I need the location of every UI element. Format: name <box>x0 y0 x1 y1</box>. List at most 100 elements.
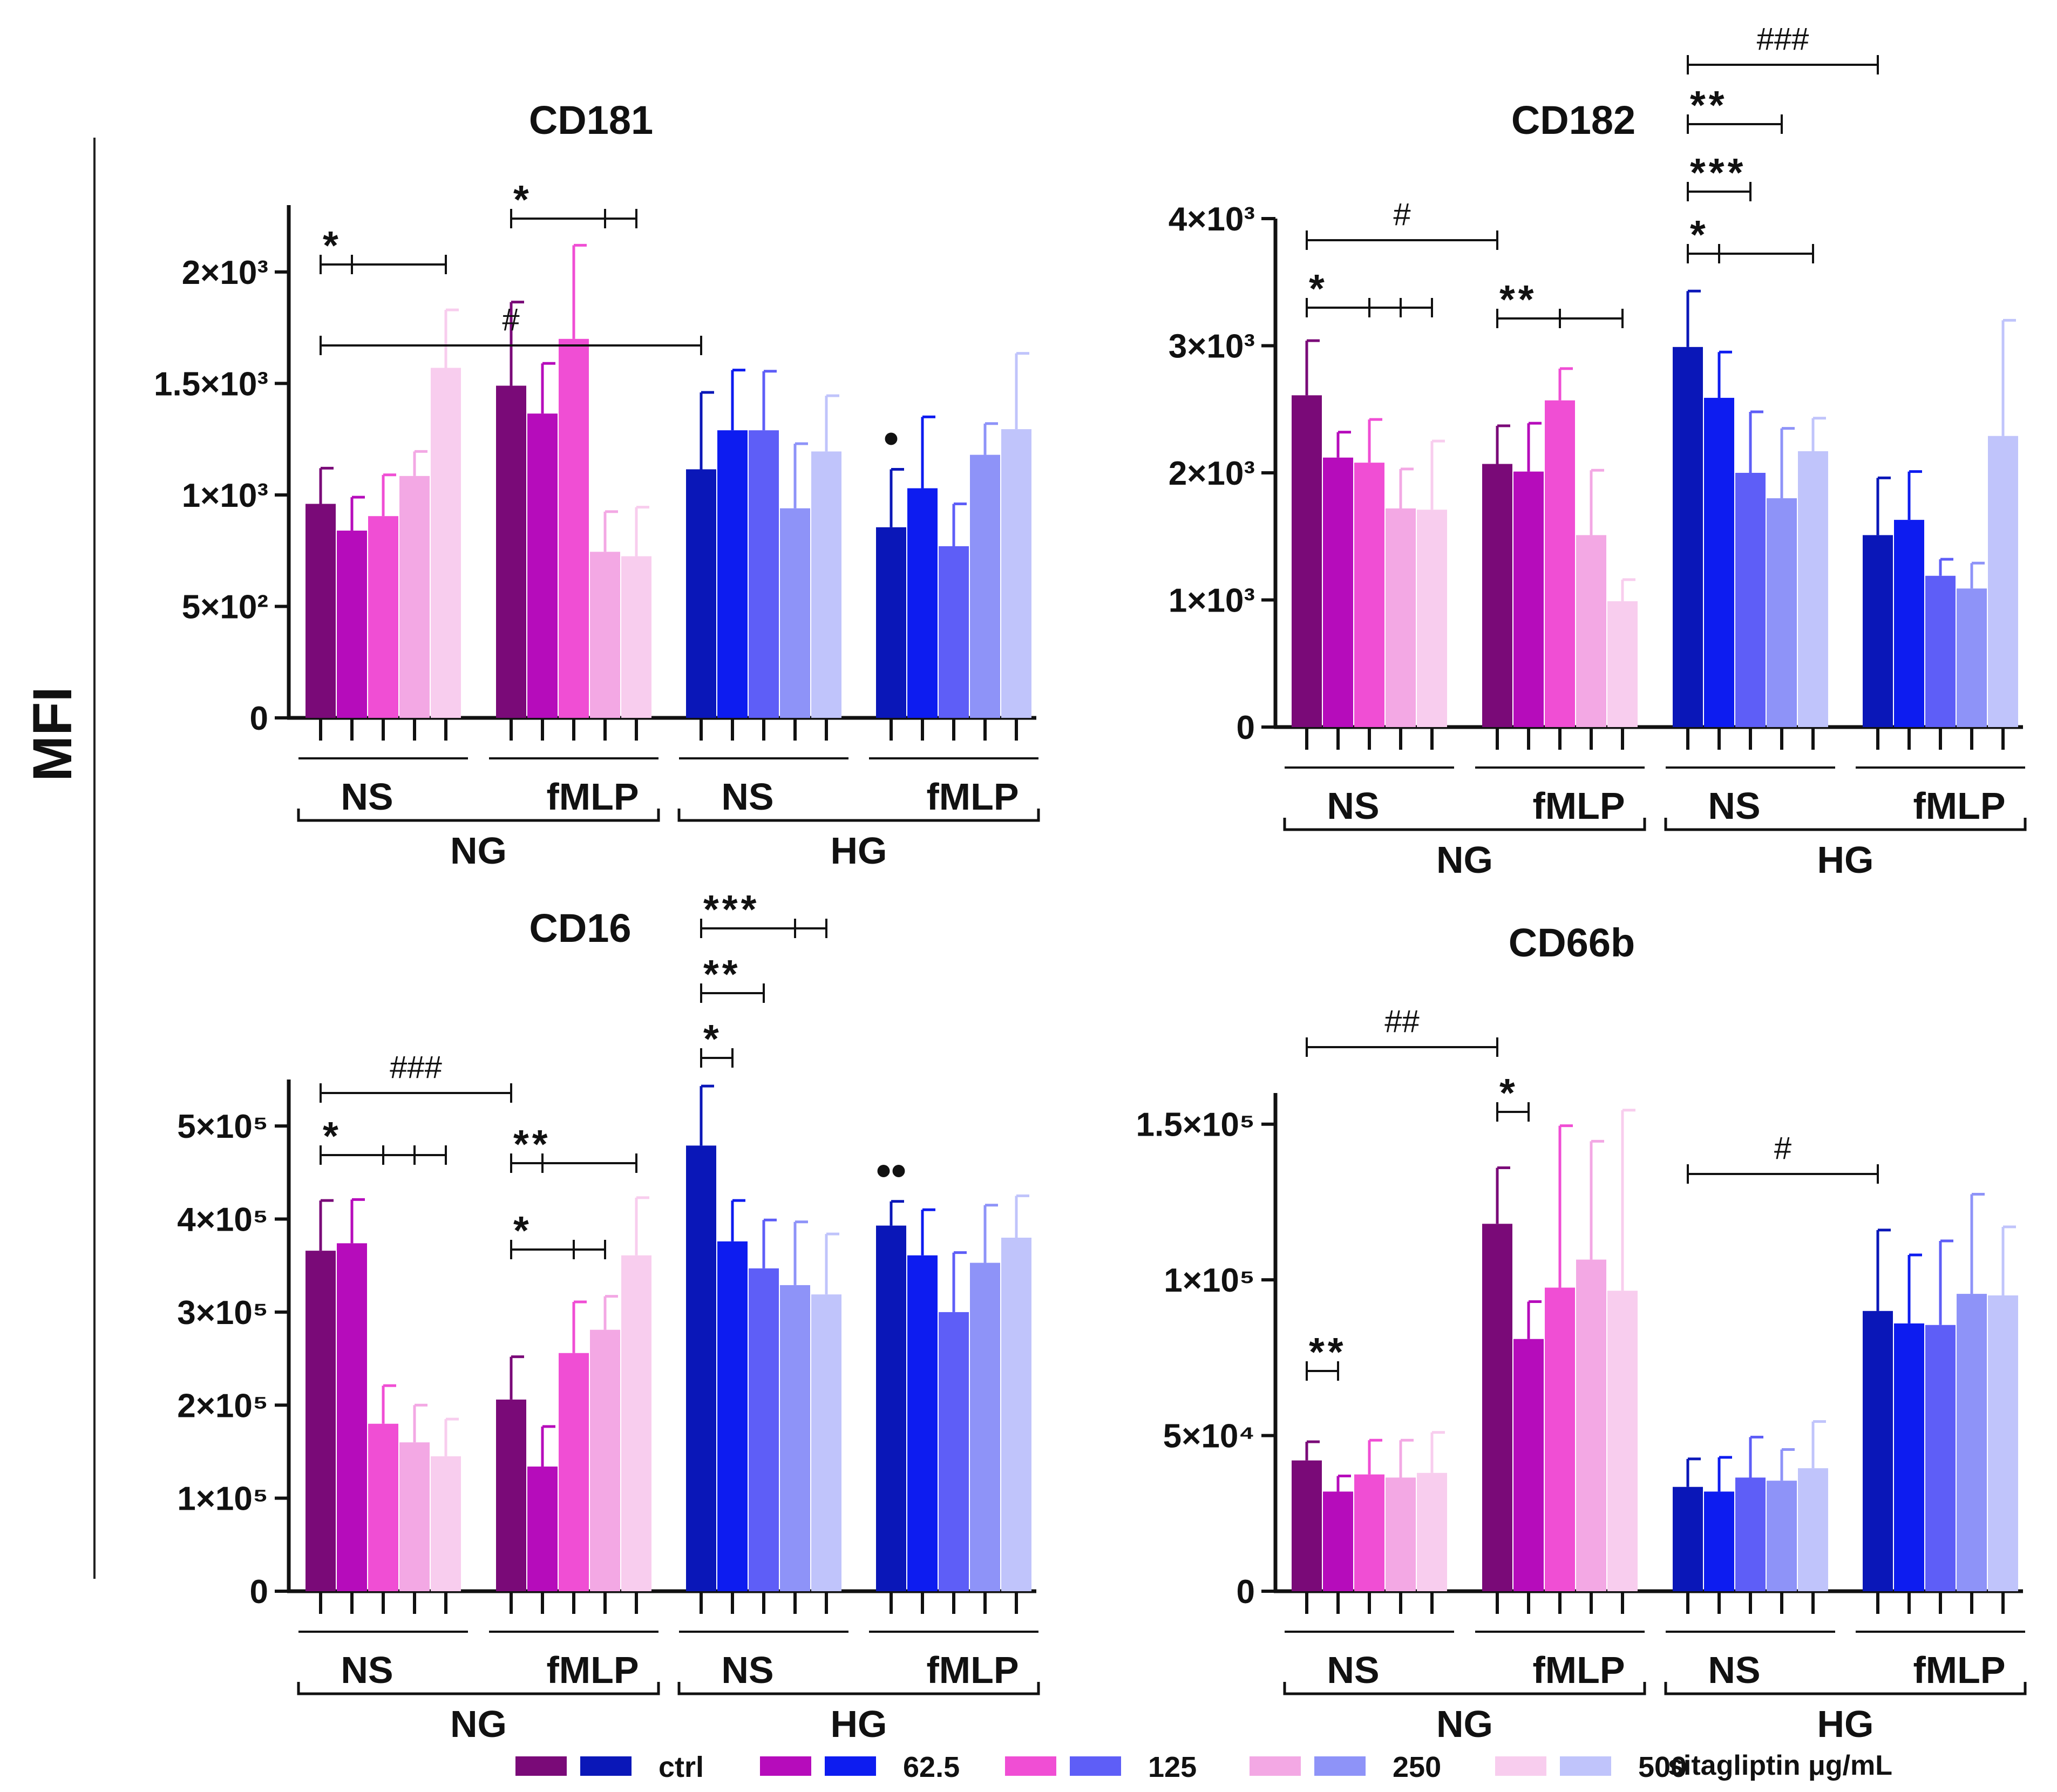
bar <box>527 1467 558 1591</box>
bar <box>1513 471 1544 727</box>
bar <box>1482 464 1512 727</box>
bar <box>399 1442 430 1591</box>
y-tick-label: 5×10⁵ <box>177 1108 268 1145</box>
bar <box>1576 1259 1606 1591</box>
bar <box>590 552 620 718</box>
significance-label: * <box>323 223 342 268</box>
legend-label: 62.5 <box>903 1751 960 1783</box>
bar <box>1798 451 1828 727</box>
legend-swatch-hg <box>825 1756 876 1776</box>
y-tick-label: 1×10⁵ <box>1164 1262 1255 1299</box>
y-axis-title-group: MFI <box>22 138 96 1579</box>
significance-label: # <box>1774 1131 1791 1166</box>
y-tick-label: 0 <box>250 700 268 737</box>
bar <box>496 1399 526 1591</box>
stimulus-label: fMLP <box>926 776 1019 818</box>
legend-label: 500 <box>1638 1751 1687 1783</box>
bar <box>621 556 651 718</box>
bar <box>337 1243 367 1591</box>
legend-unit: sitagliptin μg/mL <box>1668 1750 1892 1781</box>
bar <box>1417 1472 1447 1591</box>
legend-swatch-ng <box>1250 1756 1301 1776</box>
bar <box>780 508 810 718</box>
bar <box>1354 1474 1384 1591</box>
glucose-label: NG <box>450 830 507 872</box>
bar <box>559 1353 589 1591</box>
bar <box>749 1268 779 1591</box>
bar <box>686 1145 716 1591</box>
y-tick-label: 2×10³ <box>182 254 268 291</box>
stimulus-label: NS <box>1327 785 1379 827</box>
bar <box>1607 601 1638 727</box>
bar <box>907 488 938 718</box>
significance-label: ** <box>1690 83 1728 127</box>
bar <box>811 451 841 718</box>
bar <box>306 504 336 718</box>
bar <box>1545 1287 1575 1591</box>
y-tick-label: 0 <box>1237 1573 1255 1611</box>
bar <box>621 1255 651 1591</box>
marker-label: • <box>884 414 899 462</box>
stimulus-label: NS <box>341 1649 393 1691</box>
bar <box>1386 1477 1416 1591</box>
significance-label: * <box>1309 266 1328 311</box>
bar <box>717 430 748 718</box>
chart-title: CD66b <box>1509 920 1635 965</box>
bar <box>1607 1291 1638 1591</box>
stimulus-label: fMLP <box>546 1649 639 1691</box>
bar <box>399 476 430 718</box>
bar <box>1323 1491 1353 1591</box>
bar <box>1863 535 1893 727</box>
bar <box>1482 1224 1512 1591</box>
bar <box>496 385 526 718</box>
glucose-bracket <box>1664 818 2027 831</box>
chart-cd181: CD181 0 5×10² 1×10³ 1.5×10³ 2×10³ NS fMLP NS fMLP… <box>154 98 1040 872</box>
significance-label: # <box>1393 197 1410 232</box>
significance-label: * <box>513 177 532 222</box>
stimulus-label: fMLP <box>1913 1649 2005 1691</box>
y-tick-label: 5×10² <box>182 588 268 626</box>
bar <box>368 1423 398 1591</box>
chart-cd182: CD182 0 1×10³ 2×10³ 3×10³ 4×10³ NS fMLP NS fMLP NG… <box>1169 22 2027 881</box>
bar <box>527 413 558 718</box>
bar <box>876 1225 906 1591</box>
glucose-label: HG <box>1817 839 1874 881</box>
significance-label: ### <box>390 1050 442 1085</box>
significance-label: * <box>1499 1070 1518 1115</box>
legend-swatch-ng <box>1005 1756 1056 1776</box>
glucose-label: NG <box>1436 1703 1493 1745</box>
bar <box>1767 498 1797 727</box>
significance-label: ** <box>513 1122 551 1166</box>
bar <box>1576 535 1606 727</box>
bar <box>1988 1295 2018 1591</box>
bar <box>1545 400 1575 727</box>
y-axis-title: MFI <box>22 687 83 782</box>
bar <box>559 338 589 718</box>
bar <box>1925 575 1956 727</box>
bar <box>306 1251 336 1591</box>
stimulus-label: NS <box>1327 1649 1379 1691</box>
legend-label: ctrl <box>658 1751 704 1783</box>
legend-swatch-ng <box>515 1756 567 1776</box>
stimulus-label: NS <box>721 1649 773 1691</box>
bar <box>1513 1339 1544 1591</box>
bar <box>1767 1481 1797 1591</box>
glucose-label: NG <box>450 1703 507 1745</box>
bar <box>1292 1460 1322 1591</box>
chart-title: CD182 <box>1511 98 1635 142</box>
significance-label: *** <box>703 887 759 932</box>
significance-label: ### <box>1757 22 1809 57</box>
significance-label: * <box>513 1208 532 1253</box>
stimulus-label: NS <box>721 776 773 818</box>
significance-label: * <box>703 1016 722 1061</box>
bar <box>939 546 969 718</box>
bar <box>1957 588 1987 727</box>
y-tick-label: 2×10³ <box>1169 455 1255 492</box>
y-tick-label: 3×10³ <box>1169 328 1255 365</box>
y-tick-label: 3×10⁵ <box>177 1294 268 1332</box>
bar <box>1925 1325 1956 1591</box>
y-tick-label: 1×10⁵ <box>177 1481 268 1518</box>
bar <box>811 1294 841 1591</box>
legend-label: 125 <box>1148 1751 1197 1783</box>
